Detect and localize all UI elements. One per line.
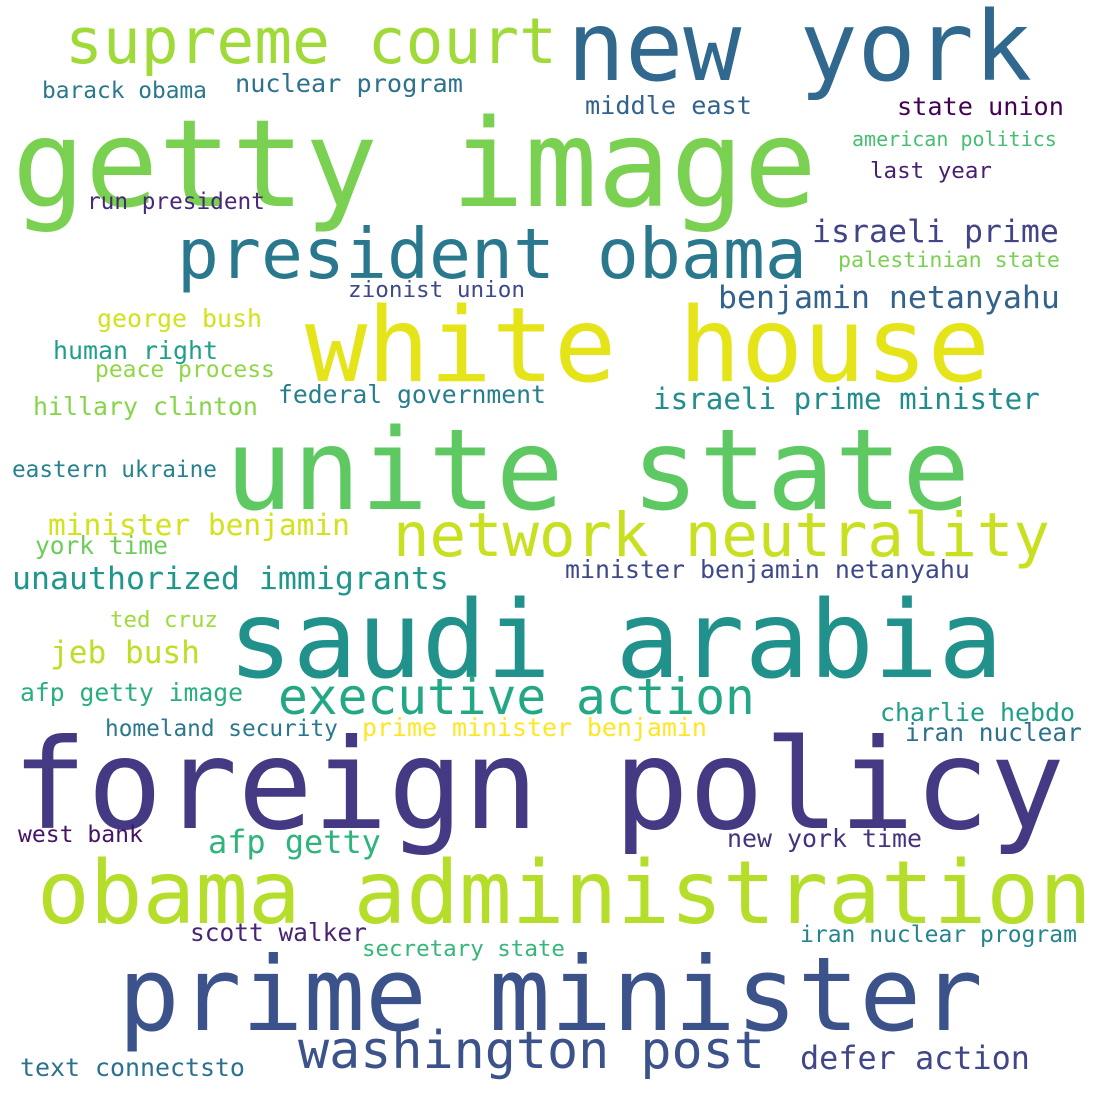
- word: getty image: [12, 93, 817, 236]
- word: minister benjamin netanyahu: [565, 554, 970, 584]
- word: minister benjamin: [48, 508, 350, 543]
- word: jeb bush: [50, 635, 200, 672]
- word: supreme court: [65, 4, 557, 78]
- word: iran nuclear program: [800, 922, 1077, 948]
- word: run president: [87, 189, 265, 216]
- word: washington post: [298, 1020, 765, 1081]
- word: barack obama: [42, 77, 207, 104]
- word: saudi arabia: [228, 578, 1003, 704]
- word: zionist union: [348, 277, 525, 304]
- word: iran nuclear: [905, 717, 1082, 747]
- word: network neutrality: [393, 500, 1050, 571]
- word: text connectsto: [20, 1053, 245, 1083]
- word: israeli prime minister: [653, 381, 1040, 416]
- word: ted cruz: [110, 606, 218, 633]
- word: secretary state: [362, 935, 565, 962]
- word: last year: [870, 157, 992, 184]
- word: prime minister benjamin: [362, 712, 707, 742]
- word: york time: [35, 530, 168, 560]
- word: obama administration: [37, 841, 1092, 944]
- word: george bush: [97, 303, 262, 333]
- word: west bank: [18, 822, 143, 849]
- word: president obama: [177, 214, 807, 296]
- word: white house: [305, 285, 990, 406]
- word: homeland security: [105, 715, 338, 742]
- word: eastern ukraine: [12, 456, 217, 483]
- word: israeli prime: [812, 214, 1059, 251]
- word: human right: [53, 335, 218, 365]
- word: palestinian state: [838, 247, 1060, 273]
- word: afp getty: [208, 823, 381, 862]
- word: charlie hebdo: [880, 698, 1075, 728]
- word: new york time: [727, 823, 922, 853]
- word: new york: [567, 0, 1032, 104]
- word: unite state: [225, 404, 970, 536]
- word: peace process: [95, 356, 275, 383]
- word: federal government: [278, 379, 546, 409]
- word: nuclear program: [235, 68, 463, 98]
- word: afp getty image: [20, 677, 243, 707]
- word: defer action: [800, 1039, 1030, 1078]
- word: prime minister: [118, 936, 983, 1056]
- word: middle east: [585, 90, 752, 120]
- word: benjamin netanyahu: [718, 280, 1060, 317]
- word: foreign policy: [12, 712, 1065, 858]
- word: scott walker: [190, 918, 367, 948]
- word: state union: [897, 92, 1064, 122]
- word: american politics: [852, 127, 1057, 152]
- word: unauthorized immigrants: [12, 560, 449, 597]
- word: hillary clinton: [33, 391, 258, 421]
- word: executive action: [278, 667, 755, 726]
